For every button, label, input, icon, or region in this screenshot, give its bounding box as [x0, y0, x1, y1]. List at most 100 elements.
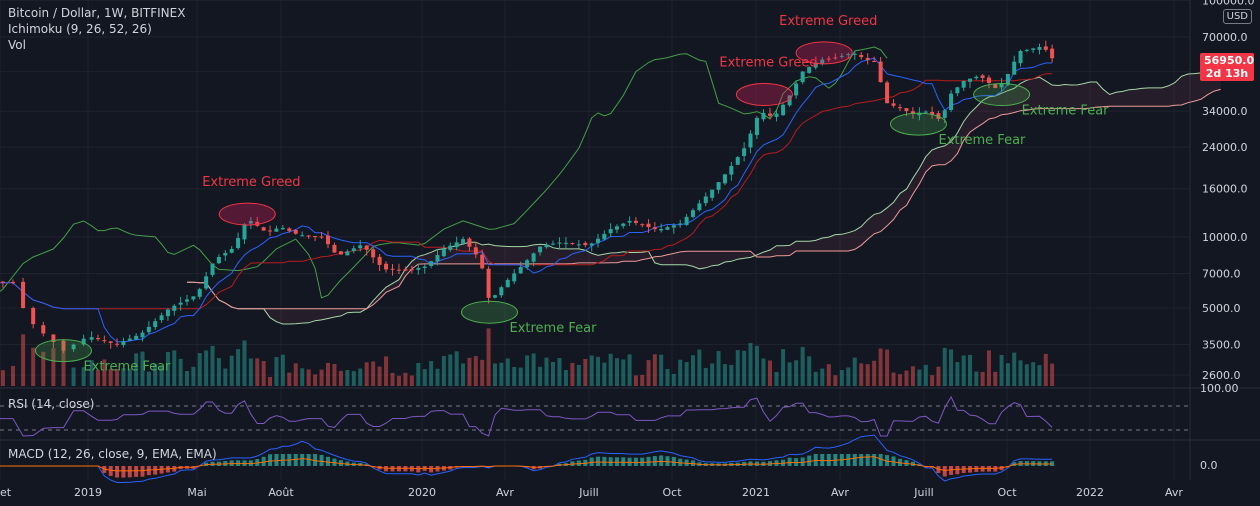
- volume-bar: [754, 345, 759, 386]
- volume-bar: [710, 363, 715, 386]
- volume-bar: [51, 348, 56, 386]
- candle-body: [544, 244, 549, 248]
- volume-bar: [576, 364, 581, 386]
- macd-histogram-bar: [968, 466, 973, 473]
- candle-body: [345, 251, 350, 256]
- volume-bar: [596, 356, 601, 386]
- volume-bar: [1050, 363, 1055, 386]
- volume-bar: [621, 359, 626, 386]
- candle-body: [95, 338, 100, 340]
- volume-bar: [633, 375, 638, 386]
- candle-body: [313, 236, 318, 238]
- candle-body: [89, 337, 94, 340]
- candle-body: [820, 59, 825, 64]
- volume-bar: [949, 349, 954, 386]
- candle-body: [274, 228, 279, 232]
- chart-legend: Bitcoin / Dollar, 1W, BITFINEX Ichimoku …: [8, 5, 185, 53]
- candle-body: [898, 107, 902, 109]
- macd-histogram-bar: [1050, 461, 1055, 466]
- volume-bar: [917, 369, 922, 386]
- candle-body: [0, 281, 5, 283]
- candle-body: [371, 249, 376, 258]
- symbol-title[interactable]: Bitcoin / Dollar, 1W, BITFINEX: [8, 6, 186, 20]
- annotation-ellipse: [34, 339, 92, 363]
- volume-bar: [602, 362, 607, 386]
- macd-histogram-bar: [274, 454, 279, 466]
- rsi-legend[interactable]: RSI (14, close): [8, 397, 95, 411]
- candle-body: [1050, 48, 1055, 59]
- candle-body: [761, 112, 766, 120]
- volume-bar: [467, 357, 472, 386]
- candle-body: [729, 165, 734, 175]
- candle-body: [930, 111, 935, 115]
- volume-bar: [774, 372, 779, 386]
- candle-body: [505, 279, 510, 288]
- macd-histogram-bar: [846, 454, 851, 466]
- currency-badge[interactable]: USD: [1222, 9, 1252, 24]
- volume-label[interactable]: Vol: [8, 38, 26, 52]
- macd-histogram-bar: [108, 466, 113, 476]
- candle-body: [1043, 46, 1048, 50]
- annotation-label: Extreme Fear: [509, 321, 597, 336]
- volume-bar: [115, 368, 120, 386]
- volume-bar: [839, 369, 844, 386]
- volume-bar: [319, 369, 324, 386]
- volume-bar: [89, 360, 94, 386]
- ichimoku-label[interactable]: Ichimoku (9, 26, 52, 26): [8, 22, 152, 36]
- volume-bar: [518, 367, 523, 386]
- candle-body: [441, 248, 446, 257]
- candle-body: [81, 338, 86, 345]
- annotation-ellipse: [218, 202, 276, 226]
- candle-body: [781, 104, 786, 116]
- y-tick-label: 70000.0: [1202, 31, 1248, 44]
- candle-body: [807, 67, 812, 73]
- candle-body: [10, 281, 15, 283]
- annotation-label: Extreme Fear: [938, 133, 1026, 148]
- candle-body: [563, 242, 568, 244]
- volume-bar: [748, 342, 753, 386]
- x-tick-label: 2022: [1076, 486, 1104, 499]
- volume-bar: [61, 347, 66, 386]
- candle-body: [993, 84, 998, 89]
- volume-bar: [538, 366, 543, 386]
- candle-body: [974, 76, 979, 79]
- rsi-line: [0, 395, 1053, 437]
- macd-histogram-bar: [678, 458, 683, 466]
- macd-legend[interactable]: MACD (12, 26, close, 9, EMA, EMA): [8, 447, 217, 461]
- candle-body: [332, 244, 337, 253]
- volume-bar: [1005, 363, 1010, 386]
- candle-body: [787, 95, 792, 106]
- annotation-ellipse: [889, 112, 947, 136]
- candle-body: [910, 111, 915, 114]
- volume-bar: [396, 375, 401, 386]
- volume-bar: [968, 354, 973, 386]
- volume-bar: [813, 371, 818, 386]
- candle-body: [255, 221, 260, 226]
- macd-histogram-bar: [787, 457, 792, 466]
- macd-histogram-bar: [659, 455, 664, 466]
- candle-body: [602, 233, 607, 240]
- volume-bar: [1018, 360, 1023, 386]
- candle-body: [223, 252, 228, 256]
- macd-axis-label: 0.0: [1200, 459, 1218, 472]
- candle-body: [684, 216, 689, 225]
- macd-histogram-bar: [872, 454, 877, 466]
- last-price-tag: 56950.0 2d 13h: [1200, 53, 1254, 81]
- volume-bar: [371, 361, 376, 386]
- candle-body: [377, 256, 382, 265]
- candle-body: [557, 242, 562, 244]
- macd-histogram-bar: [852, 454, 857, 466]
- volume-bar: [499, 362, 504, 386]
- volume-bar: [557, 358, 562, 386]
- volume-bar: [525, 355, 530, 386]
- volume-bar: [461, 363, 466, 386]
- candle-body: [846, 54, 851, 56]
- candle-body: [41, 325, 46, 334]
- candle-body: [364, 245, 369, 250]
- volume-bar: [761, 358, 766, 386]
- volume-bar: [512, 366, 517, 386]
- macd-histogram-bar: [891, 456, 896, 466]
- candle-body: [1024, 49, 1029, 51]
- volume-bar: [153, 363, 158, 386]
